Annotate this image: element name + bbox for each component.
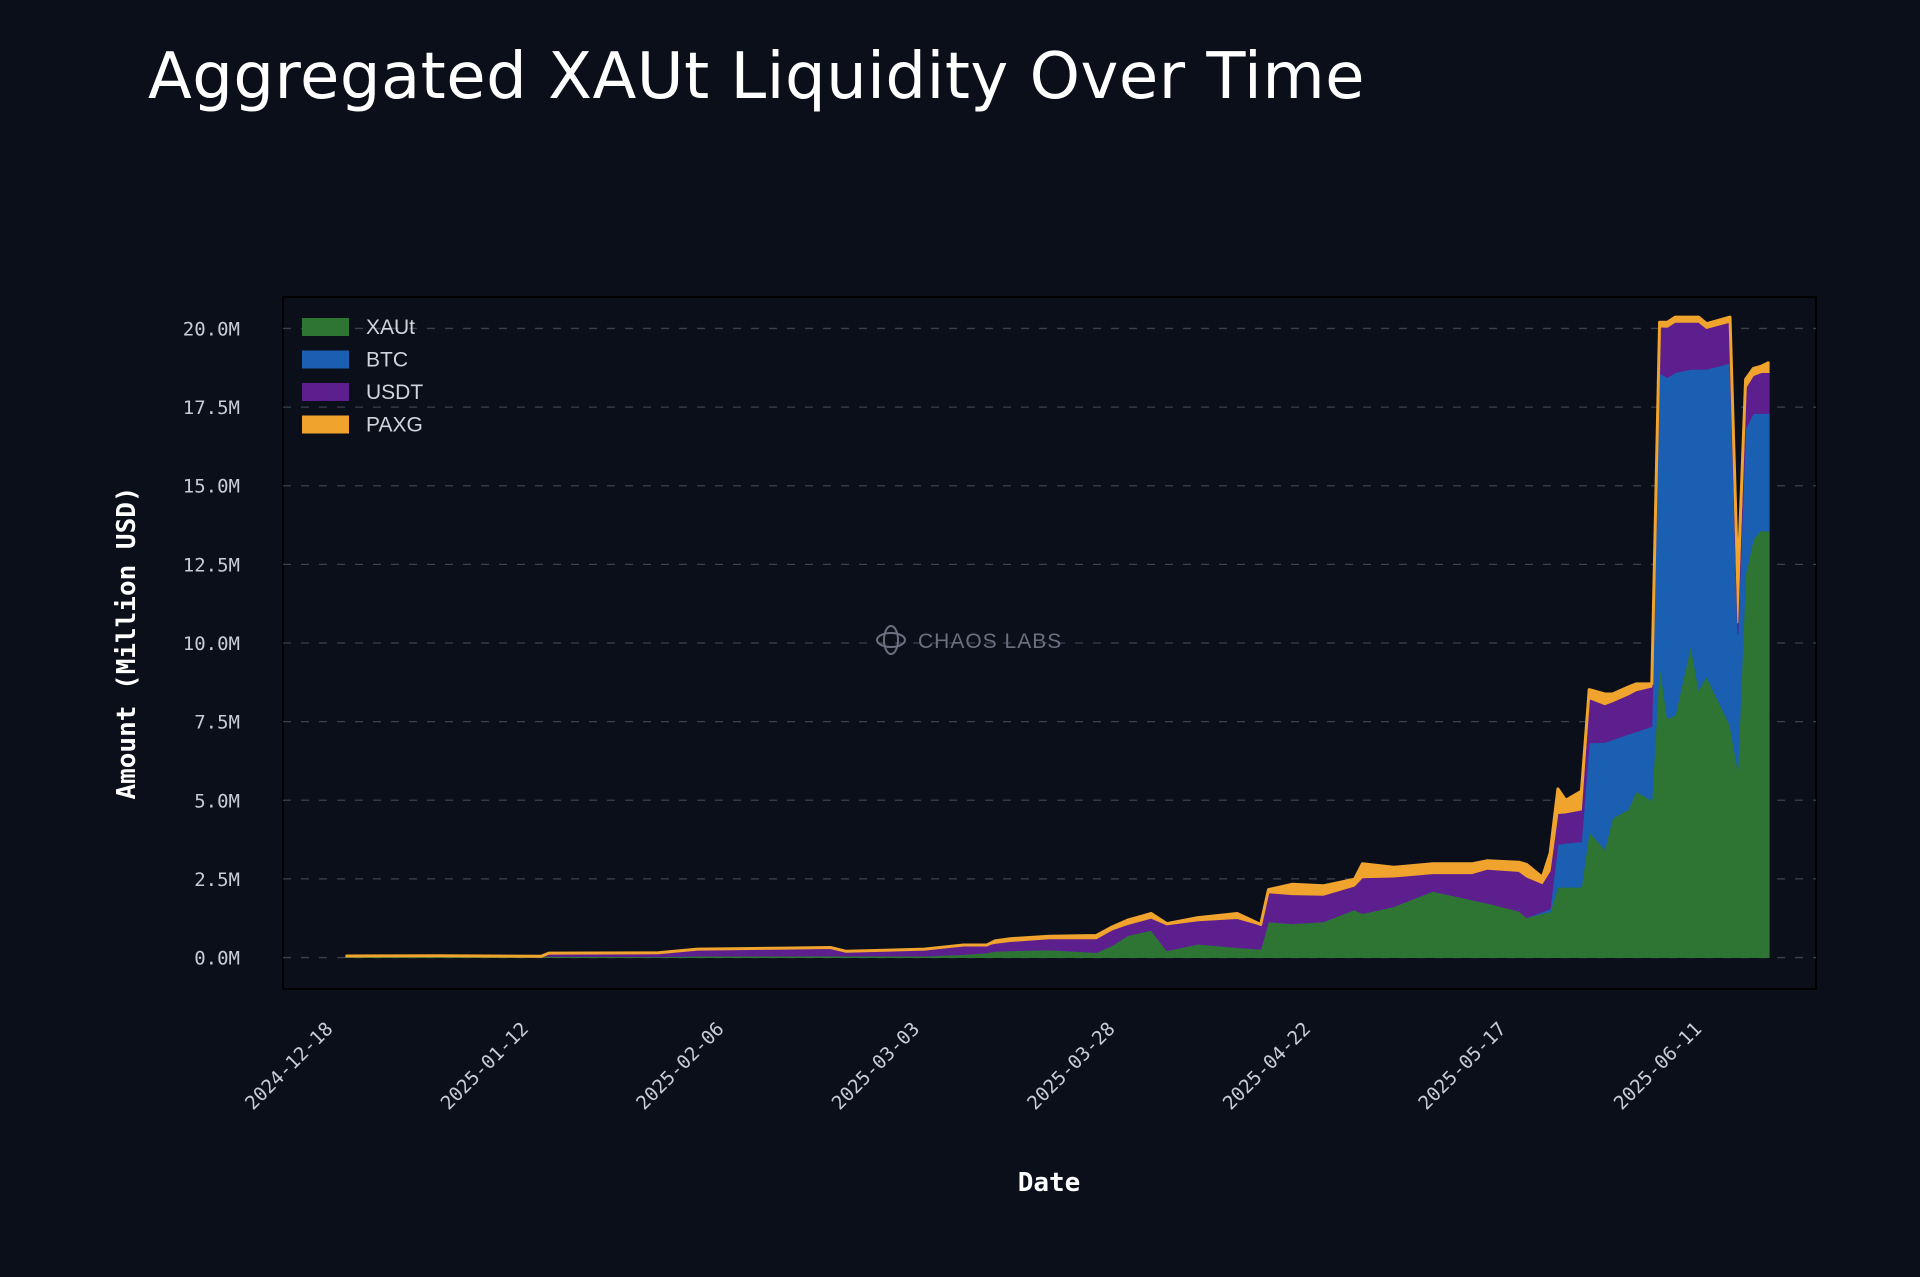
total-top-line bbox=[345, 315, 1770, 958]
x-tick-label: 2025-02-06 bbox=[632, 1018, 728, 1114]
x-tick-label: 2025-03-03 bbox=[828, 1018, 924, 1114]
y-tick-label: 10.0M bbox=[183, 633, 240, 655]
y-axis-ticks: 0.0M 2.5M 5.0M 7.5M 10.0M 12.5M 15.0M 17.5M 20.0… bbox=[183, 318, 240, 969]
x-tick-label: 2024-12-18 bbox=[241, 1018, 337, 1114]
y-tick-label: 17.5M bbox=[183, 397, 240, 419]
legend-swatch-xaut bbox=[302, 318, 349, 336]
y-tick-label: 15.0M bbox=[183, 476, 240, 498]
chart-title: Aggregated XAUt Liquidity Over Time bbox=[148, 40, 1366, 114]
watermark: CHAOS LABS bbox=[876, 625, 1062, 655]
legend-label-paxg: PAXG bbox=[366, 414, 423, 437]
y-tick-label: 5.0M bbox=[194, 790, 240, 812]
x-tick-label: 2025-03-28 bbox=[1023, 1018, 1119, 1114]
watermark-text: CHAOS LABS bbox=[918, 630, 1062, 653]
y-tick-label: 2.5M bbox=[194, 869, 240, 891]
legend: XAUt BTC USDT PAXG bbox=[302, 316, 423, 437]
x-tick-label: 2025-05-17 bbox=[1414, 1018, 1510, 1114]
y-tick-label: 0.0M bbox=[194, 948, 240, 970]
legend-label-btc: BTC bbox=[366, 349, 408, 372]
x-tick-label: 2025-04-22 bbox=[1219, 1018, 1315, 1114]
y-tick-label: 20.0M bbox=[183, 318, 240, 340]
legend-label-usdt: USDT bbox=[366, 381, 423, 404]
y-tick-label: 7.5M bbox=[194, 712, 240, 734]
y-tick-label: 12.5M bbox=[183, 554, 240, 576]
x-axis-ticks: 2024-12-18 2025-01-12 2025-02-06 2025-03-03… bbox=[241, 1018, 1706, 1114]
chaos-labs-logo-icon bbox=[876, 625, 906, 655]
x-tick-label: 2025-01-12 bbox=[437, 1018, 533, 1114]
legend-swatch-btc bbox=[302, 350, 349, 369]
y-axis-label: Amount (Million USD) bbox=[112, 486, 142, 799]
x-tick-label: 2025-06-11 bbox=[1610, 1018, 1706, 1114]
series-areas bbox=[345, 315, 1770, 958]
x-axis-label: Date bbox=[1018, 1168, 1081, 1198]
legend-label-xaut: XAUt bbox=[366, 316, 415, 339]
legend-swatch-usdt bbox=[302, 383, 349, 401]
legend-swatch-paxg bbox=[302, 415, 349, 434]
